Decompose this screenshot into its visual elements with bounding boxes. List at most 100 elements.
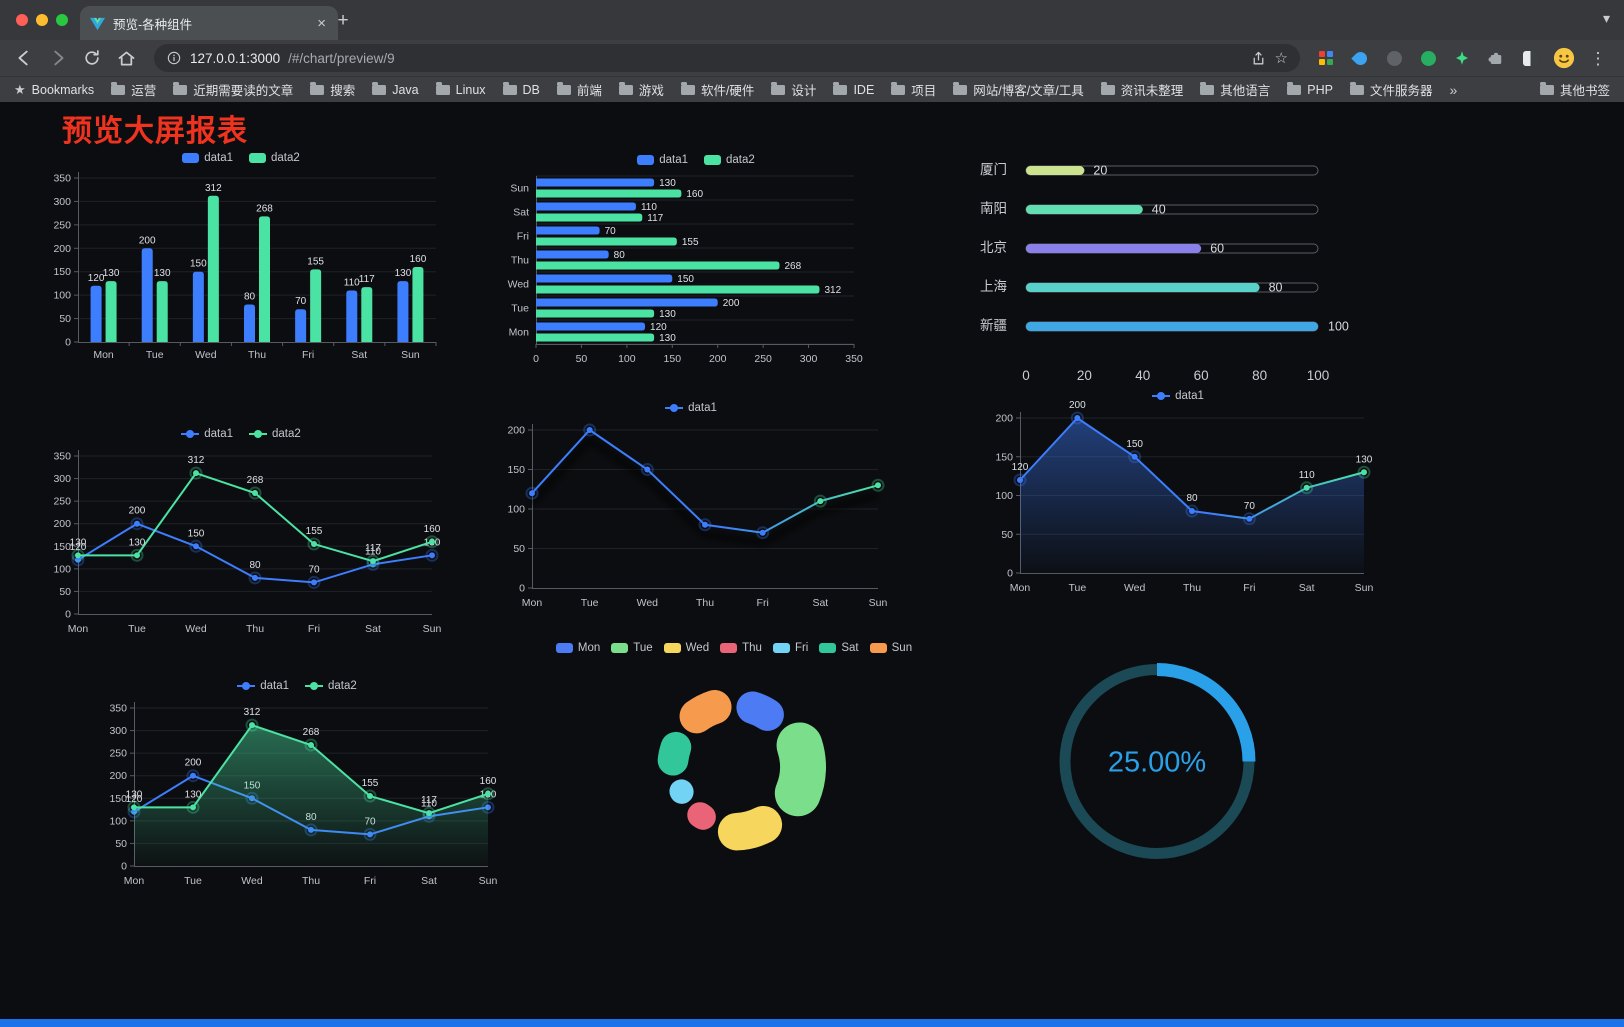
bookmark-folder[interactable]: 游戏 xyxy=(618,80,664,99)
svg-text:130: 130 xyxy=(70,537,87,548)
bookmark-folder[interactable]: 文件服务器 xyxy=(1349,80,1432,99)
svg-text:80: 80 xyxy=(249,560,261,571)
bookmark-label: 网站/博客/文章/工具 xyxy=(973,84,1084,98)
svg-text:120: 120 xyxy=(126,794,143,805)
tab-close-icon[interactable]: × xyxy=(317,14,326,32)
traffic-light-minimize[interactable] xyxy=(36,14,48,26)
bookmark-folder[interactable]: DB xyxy=(502,81,540,97)
legend-item-data2[interactable]: data2 xyxy=(305,680,357,692)
svg-text:上海: 上海 xyxy=(980,279,1007,294)
green-area-line-chart[interactable]: 0 50 100 150 200 250 300 350 Mon Tue Wed Thu Fri Sat S… xyxy=(92,674,502,892)
tab-title: 预览-各种组件 xyxy=(113,17,193,32)
area-line-chart[interactable]: 0 50 100 150 200 Mon Tue Wed Thu Fri Sat Sun 120 200 1… xyxy=(978,384,1378,599)
bookmark-folder[interactable]: PHP xyxy=(1287,81,1333,97)
svg-text:Fri: Fri xyxy=(1243,582,1255,594)
bookmark-star-icon[interactable]: ☆ xyxy=(1274,50,1288,67)
legend-item-data2[interactable]: data2 xyxy=(249,428,301,440)
svg-text:Fri: Fri xyxy=(517,231,529,243)
bookmark-folder[interactable]: Java xyxy=(372,81,419,97)
site-info-icon[interactable] xyxy=(166,50,182,66)
svg-text:160: 160 xyxy=(686,189,703,200)
bookmark-folder[interactable]: Linux xyxy=(435,81,486,97)
svg-text:80: 80 xyxy=(614,250,626,261)
new-tab-button[interactable]: + xyxy=(337,10,349,31)
svg-text:Mon: Mon xyxy=(124,875,145,887)
extension-icon-dark-circle[interactable] xyxy=(1382,46,1406,70)
svg-text:110: 110 xyxy=(1299,470,1315,481)
folder-icon xyxy=(1349,81,1364,95)
svg-text:130: 130 xyxy=(659,309,676,320)
address-bar[interactable]: 127.0.0.1:3000 /#/chart/preview/9 ☆ xyxy=(154,44,1300,72)
gradient-line-chart[interactable]: 0 50 100 150 200 Mon Tue Wed Thu Fri Sat Sun xyxy=(490,396,892,614)
legend-item-Mon[interactable]: Mon xyxy=(555,642,600,654)
legend-item-data1[interactable]: data1 xyxy=(637,154,688,166)
tab-search-chevron-icon[interactable]: ▾ xyxy=(1602,10,1610,26)
legend-item-Thu[interactable]: Thu xyxy=(720,642,762,654)
grouped-bar-chart[interactable]: 0 50 100 150 200 250 300 350 Mon Tue Wed Thu Fri Sat S… xyxy=(36,146,446,366)
url-host: 127.0.0.1:3000 xyxy=(190,50,281,66)
bookmark-folder[interactable]: 其他语言 xyxy=(1200,80,1270,99)
legend-item-Sun[interactable]: Sun xyxy=(869,642,912,654)
extension-icon-pin[interactable] xyxy=(1348,46,1372,70)
reload-button[interactable] xyxy=(78,44,106,72)
forward-button[interactable] xyxy=(44,44,72,72)
svg-text:130: 130 xyxy=(129,537,146,548)
svg-text:Tue: Tue xyxy=(184,875,202,887)
other-bookmarks[interactable]: 其他书签 xyxy=(1539,80,1610,99)
bookmark-folder[interactable]: 设计 xyxy=(771,80,816,99)
extension-icon-grid[interactable] xyxy=(1314,46,1338,70)
extension-icon-green-circle[interactable] xyxy=(1416,46,1440,70)
svg-text:100: 100 xyxy=(995,490,1013,502)
bookmark-folder[interactable]: 项目 xyxy=(891,80,936,99)
folder-icon xyxy=(310,81,325,95)
legend-item-data2[interactable]: data2 xyxy=(704,154,755,166)
extensions-puzzle-icon[interactable] xyxy=(1484,46,1508,70)
bookmark-folder[interactable]: 资讯未整理 xyxy=(1100,80,1183,99)
bookmark-folder[interactable]: 搜索 xyxy=(310,80,355,99)
svg-text:350: 350 xyxy=(53,173,71,185)
bookmark-folder[interactable]: 网站/博客/文章/工具 xyxy=(953,80,1084,99)
rose-donut-chart[interactable] xyxy=(528,636,940,876)
browser-tab[interactable]: 预览-各种组件 × xyxy=(80,6,338,40)
legend-item-data1[interactable]: data1 xyxy=(1152,390,1204,402)
back-button[interactable] xyxy=(10,44,38,72)
bookmark-folder[interactable]: 运营 xyxy=(111,80,156,99)
percent-gauge-chart[interactable]: 25.00% xyxy=(1022,640,1292,875)
bottom-accent-bar xyxy=(0,1019,1624,1027)
home-button[interactable] xyxy=(112,44,140,72)
browser-menu-icon[interactable]: ⋮ xyxy=(1589,48,1607,68)
svg-text:117: 117 xyxy=(359,274,375,285)
bookmarks-overflow-chevron[interactable]: » xyxy=(1449,81,1458,98)
svg-text:Sat: Sat xyxy=(812,597,828,609)
legend-item-Sat[interactable]: Sat xyxy=(819,642,859,654)
multi-line-chart[interactable]: 0 50 100 150 200 250 300 350 Mon Tue Wed Thu Fri Sat S… xyxy=(36,422,446,640)
bookmarks-root[interactable]: ★ Bookmarks xyxy=(14,82,94,98)
profile-avatar[interactable] xyxy=(1552,46,1576,70)
legend-item-data1[interactable]: data1 xyxy=(237,680,289,692)
bookmark-folder[interactable]: 前端 xyxy=(556,80,602,99)
bookmark-folder[interactable]: IDE xyxy=(833,81,874,97)
bookmark-folder[interactable]: 软件/硬件 xyxy=(680,80,754,99)
svg-text:110: 110 xyxy=(344,277,360,288)
legend-item-Wed[interactable]: Wed xyxy=(663,642,709,654)
dark-mode-extension-icon[interactable] xyxy=(1518,46,1542,70)
legend-item-Fri[interactable]: Fri xyxy=(772,642,808,654)
svg-text:200: 200 xyxy=(109,770,127,782)
city-progress-chart[interactable]: 厦门 20 南阳 40 北京 60 上海 80 新疆 100 0 20 40 60 80 100 xyxy=(978,150,1380,390)
share-icon[interactable] xyxy=(1250,50,1267,67)
traffic-light-close[interactable] xyxy=(16,14,28,26)
svg-text:40: 40 xyxy=(1152,203,1166,217)
legend-item-data1[interactable]: data1 xyxy=(665,402,717,414)
traffic-light-zoom[interactable] xyxy=(56,14,68,26)
legend-item-data1[interactable]: data1 xyxy=(181,428,233,440)
chart-legend: data1 data2 xyxy=(496,154,896,166)
svg-text:300: 300 xyxy=(53,473,71,485)
svg-text:155: 155 xyxy=(306,526,323,537)
legend-item-data1[interactable]: data1 xyxy=(182,152,233,164)
bookmark-label: PHP xyxy=(1307,82,1333,97)
legend-item-data2[interactable]: data2 xyxy=(249,152,300,164)
extension-icon-green-star[interactable] xyxy=(1450,46,1474,70)
bookmark-folder[interactable]: 近期需要读的文章 xyxy=(173,80,293,99)
legend-item-Tue[interactable]: Tue xyxy=(611,642,653,654)
